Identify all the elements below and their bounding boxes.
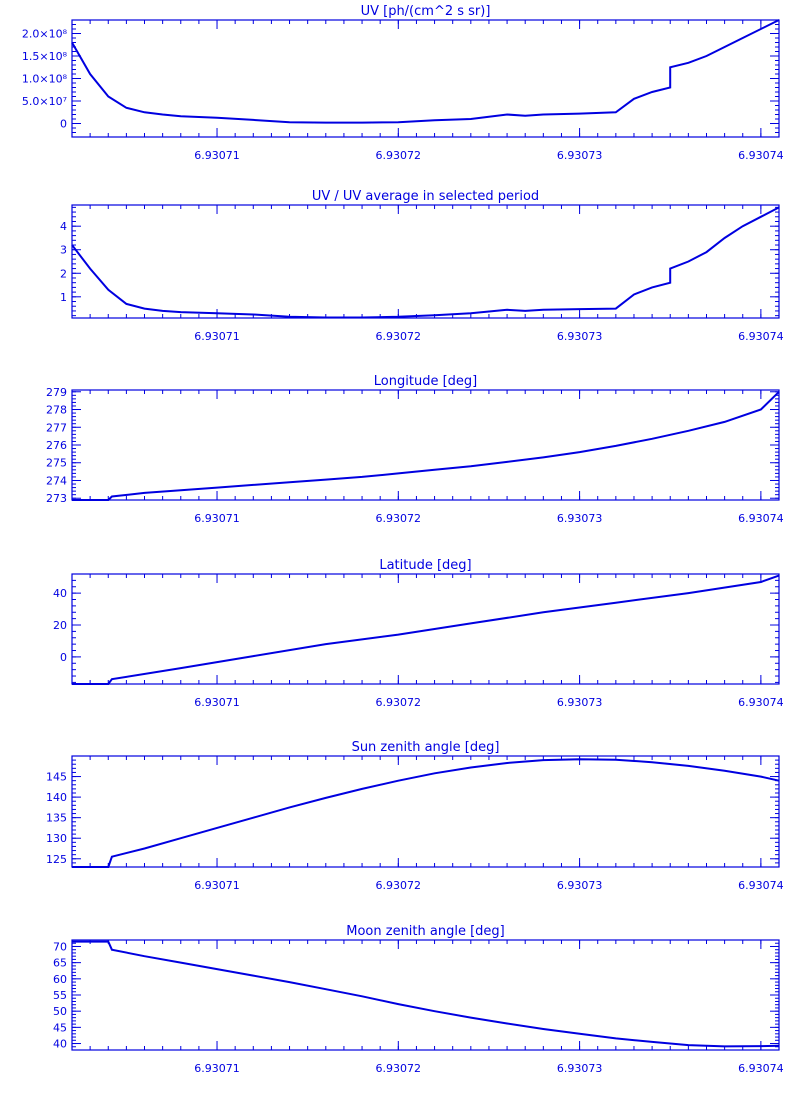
y-tick-label: 2.0×10⁸	[22, 28, 68, 41]
y-tick-label: 1.5×10⁸	[22, 50, 68, 63]
x-tick-label: 6.93072	[376, 149, 422, 162]
panel-3: Longitude [deg] 6.93071 6.93072 6.93073 6.93…	[46, 374, 784, 525]
y-tick-label: 65	[53, 957, 67, 970]
y-tick-label: 140	[46, 791, 67, 804]
y-tick-label: 274	[46, 474, 67, 487]
x-tick-label: 6.93071	[194, 330, 240, 343]
y-tick-label: 135	[46, 812, 67, 825]
x-tick-label: 6.93074	[738, 696, 784, 709]
panel-title: Latitude [deg]	[379, 558, 471, 573]
x-tick-label: 6.93072	[376, 330, 422, 343]
y-tick-label: 1	[60, 291, 67, 304]
y-tick-label: 273	[46, 492, 67, 505]
x-tick-label: 6.93072	[376, 696, 422, 709]
y-tick-label: 278	[46, 404, 67, 417]
x-tick-label: 6.93072	[376, 879, 422, 892]
y-tick-label: 277	[46, 421, 67, 434]
series-line	[72, 758, 780, 868]
x-tick-label: 6.93074	[738, 149, 784, 162]
x-tick-label: 6.93073	[557, 149, 603, 162]
panel-title: UV / UV average in selected period	[312, 189, 539, 204]
series-line	[72, 574, 780, 685]
x-tick-label: 6.93074	[738, 330, 784, 343]
panel-4: Latitude [deg] 6.93071 6.93072 6.93073 6.930…	[53, 558, 784, 709]
x-tick-label: 6.93074	[738, 1062, 784, 1075]
y-tick-label: 40	[53, 587, 67, 600]
y-tick-label: 145	[46, 771, 67, 784]
y-tick-label: 50	[53, 1005, 67, 1018]
y-tick-label: 275	[46, 457, 67, 470]
x-tick-label: 6.93073	[557, 330, 603, 343]
panel-title: UV [ph/(cm^2 s sr)]	[361, 4, 491, 19]
plot-frame	[71, 573, 780, 685]
series-line	[72, 940, 780, 1048]
panel-5: Sun zenith angle [deg] 6.93071 6.93072 6.93…	[46, 740, 784, 892]
x-tick-label: 6.93073	[557, 1062, 603, 1075]
x-tick-label: 6.93073	[557, 879, 603, 892]
y-tick-label: 40	[53, 1038, 67, 1051]
y-tick-label: 2	[60, 267, 67, 280]
x-tick-label: 6.93074	[738, 512, 784, 525]
y-tick-label: 0	[60, 118, 67, 131]
x-tick-label: 6.93071	[194, 696, 240, 709]
x-tick-label: 6.93073	[557, 512, 603, 525]
y-tick-label: 5.0×10⁷	[22, 95, 67, 108]
panel-title: Longitude [deg]	[374, 374, 477, 389]
y-tick-label: 1.0×10⁸	[22, 73, 68, 86]
x-tick-label: 6.93073	[557, 696, 603, 709]
y-tick-label: 279	[46, 386, 67, 399]
panel-title: Moon zenith angle [deg]	[346, 924, 504, 939]
x-tick-label: 6.93071	[194, 879, 240, 892]
y-tick-label: 60	[53, 973, 67, 986]
plot-frame	[71, 939, 780, 1051]
x-tick-label: 6.93074	[738, 879, 784, 892]
x-tick-label: 6.93071	[194, 1062, 240, 1075]
y-tick-label: 125	[46, 853, 67, 866]
plot-frame	[71, 204, 780, 319]
plot-frame	[71, 755, 780, 868]
panel-title: Sun zenith angle [deg]	[352, 740, 500, 755]
y-tick-label: 3	[60, 244, 67, 257]
y-tick-label: 20	[53, 619, 67, 632]
y-tick-label: 130	[46, 832, 67, 845]
x-tick-label: 6.93072	[376, 512, 422, 525]
y-tick-label: 70	[53, 940, 67, 953]
x-tick-label: 6.93071	[194, 149, 240, 162]
y-tick-label: 276	[46, 439, 67, 452]
series-line	[72, 391, 780, 501]
y-tick-label: 45	[53, 1021, 67, 1034]
plot-frame	[71, 389, 780, 501]
panel-1: UV [ph/(cm^2 s sr)] 6.93071 6.93072 6.93073…	[22, 4, 784, 162]
series-line	[71, 206, 780, 319]
series-line	[71, 19, 780, 124]
plot-frame	[71, 19, 780, 138]
x-tick-label: 6.93072	[376, 1062, 422, 1075]
panel-6: Moon zenith angle [deg] 6.93071 6.93072 6.9…	[53, 924, 784, 1075]
x-tick-label: 6.93071	[194, 512, 240, 525]
y-tick-label: 55	[53, 989, 67, 1002]
panel-2: UV / UV average in selected period 6.9307…	[60, 189, 784, 343]
y-tick-label: 0	[60, 651, 67, 664]
y-tick-label: 4	[60, 220, 67, 233]
